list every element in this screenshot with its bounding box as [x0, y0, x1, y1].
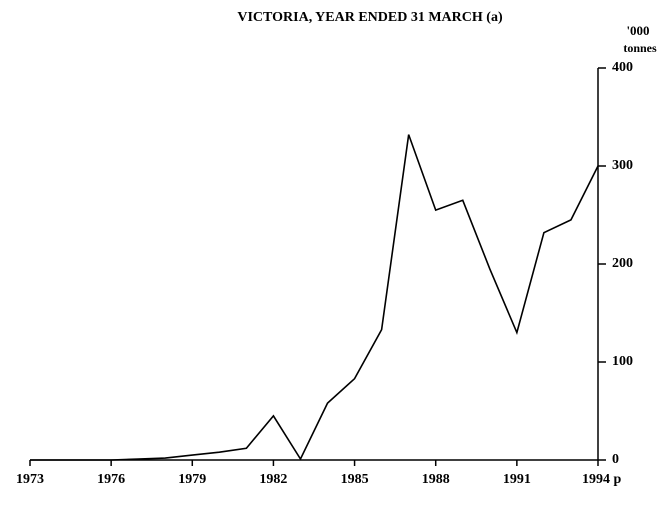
y-tick-label: 200 — [612, 256, 633, 271]
y-tick-label: 0 — [612, 452, 619, 467]
line — [30, 134, 599, 461]
y-tick-label: 400 — [612, 60, 633, 75]
y-axis-label: tonnes — [623, 41, 657, 55]
y-axis-label: '000 — [626, 23, 649, 38]
x-tick-label: 1991 — [503, 472, 531, 487]
x-tick-label: 1988 — [422, 472, 450, 487]
x-tick-label: 1985 — [341, 472, 369, 487]
x-tick-label: 1973 — [16, 472, 44, 487]
x-tick-label: 1976 — [97, 472, 125, 487]
x-tick-label: 1979 — [178, 472, 206, 487]
chart-title: VICTORIA, YEAR ENDED 31 MARCH (a) — [237, 10, 503, 25]
y-tick-label: 300 — [612, 158, 633, 173]
x-tick-label: 1982 — [259, 472, 287, 487]
y-tick-label: 100 — [612, 354, 633, 369]
x-tick-label: 1994 p — [582, 472, 622, 487]
